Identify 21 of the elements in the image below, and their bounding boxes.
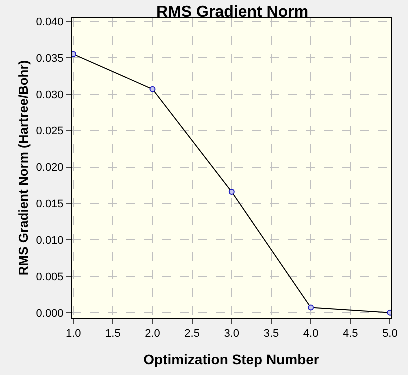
- y-tick-label: 0.025: [36, 126, 64, 138]
- y-tick-label: 0.035: [36, 52, 64, 65]
- chart-title: RMS Gradient Norm: [156, 4, 309, 21]
- x-tick-label: 2.5: [184, 328, 200, 340]
- y-tick-label: 0.005: [36, 271, 64, 284]
- y-tick-label: 0.010: [36, 234, 64, 247]
- y-tick-label: 0.040: [36, 16, 64, 28]
- x-tick-label: 2.0: [145, 328, 160, 340]
- y-axis-title: RMS Gradient Norm (Hartree/Bohr): [16, 60, 32, 276]
- y-tick-label: 0.030: [36, 89, 64, 102]
- x-tick-label: 4.5: [342, 328, 358, 340]
- x-tick-label: 1.0: [66, 328, 82, 340]
- x-tick-label: 1.5: [106, 328, 121, 340]
- x-tick-label: 5.0: [382, 328, 398, 340]
- y-tick-label: 0.020: [36, 162, 64, 174]
- y-tick-label: 0.000: [36, 308, 64, 320]
- y-tick-label: 0.015: [36, 198, 64, 211]
- x-tick-label: 4.0: [303, 328, 319, 340]
- x-axis-title: Optimization Step Number: [144, 352, 320, 368]
- x-tick-label: 3.5: [264, 328, 280, 340]
- x-tick-label: 3.0: [224, 328, 240, 340]
